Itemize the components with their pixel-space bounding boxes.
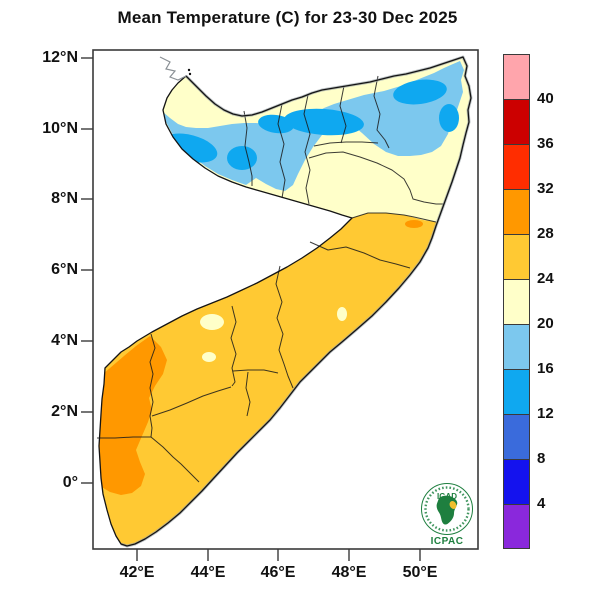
border-dot: [188, 72, 192, 76]
x-tick-label-44e: 44°E: [190, 564, 226, 581]
orange-sliver-coast: [405, 220, 423, 228]
colorbar-label-20: 20: [537, 315, 554, 332]
pale-spot-20-24: [200, 314, 224, 330]
colorbar-cell: [503, 369, 530, 414]
logo-horn-highlight: [449, 500, 457, 510]
logo-wreath-ring: [424, 486, 470, 532]
y-axis-ticks: [81, 57, 93, 484]
colorbar-label-4: 4: [537, 495, 546, 512]
x-tick-label-48e: 48°E: [331, 564, 367, 581]
djibouti-coastline: [159, 56, 187, 81]
pale-spot-20-24: [202, 352, 216, 362]
temp-patch-28-32: [99, 336, 167, 495]
temp-patch-12-16: [393, 79, 447, 105]
figure-title: Mean Temperature (C) for 23-30 Dec 2025: [117, 8, 458, 27]
temperature-fills: [99, 57, 471, 495]
colorbar-label-24: 24: [537, 270, 554, 287]
colorbar-label-32: 32: [537, 180, 554, 197]
temp-patch-12-16: [439, 104, 459, 132]
y-tick-label-2n: 2°N: [51, 403, 78, 420]
x-tick-label-42e: 42°E: [119, 564, 155, 581]
colorbar-cell: [503, 99, 530, 144]
plot-frame: [92, 49, 479, 550]
logo-igad-text: IGAD: [437, 492, 457, 501]
y-tick-label-6n: 6°N: [51, 261, 78, 278]
colorbar-label-36: 36: [537, 135, 554, 152]
plot-frame-and-ticks: [81, 49, 479, 561]
colorbar-cell: [503, 414, 530, 459]
colorbar-label-40: 40: [537, 90, 554, 107]
colorbar-cell: [503, 54, 530, 99]
x-axis-ticks: [136, 549, 421, 561]
pale-spot-20-24: [337, 307, 347, 321]
colorbar-cell: [503, 459, 530, 504]
colorbar: [503, 54, 530, 549]
y-tick-label-4n: 4°N: [51, 332, 78, 349]
somalia-outline: [98, 56, 472, 547]
colorbar-label-28: 28: [537, 225, 554, 242]
colorbar-cell: [503, 504, 530, 549]
colorbar-cell: [503, 144, 530, 189]
colorbar-cell: [503, 234, 530, 279]
admin-boundaries: [97, 75, 444, 483]
temp-patch-12-16: [227, 146, 257, 170]
colorbar-cell: [503, 189, 530, 234]
igad-icpac-logo: [421, 483, 473, 535]
colorbar-label-8: 8: [537, 450, 546, 467]
y-tick-label-8n: 8°N: [51, 190, 78, 207]
logo-icpac-text: ICPAC: [430, 536, 464, 547]
y-tick-label-12n: 12°N: [42, 49, 78, 66]
y-tick-label-0: 0°: [62, 474, 78, 491]
y-tick-label-10n: 10°N: [42, 120, 78, 137]
colorbar-label-16: 16: [537, 360, 554, 377]
colorbar-label-12: 12: [537, 405, 554, 422]
border-dot: [187, 68, 191, 72]
colorbar-cell: [503, 324, 530, 369]
x-tick-label-50e: 50°E: [402, 564, 438, 581]
colorbar-cell: [503, 279, 530, 324]
x-tick-label-46e: 46°E: [260, 564, 296, 581]
